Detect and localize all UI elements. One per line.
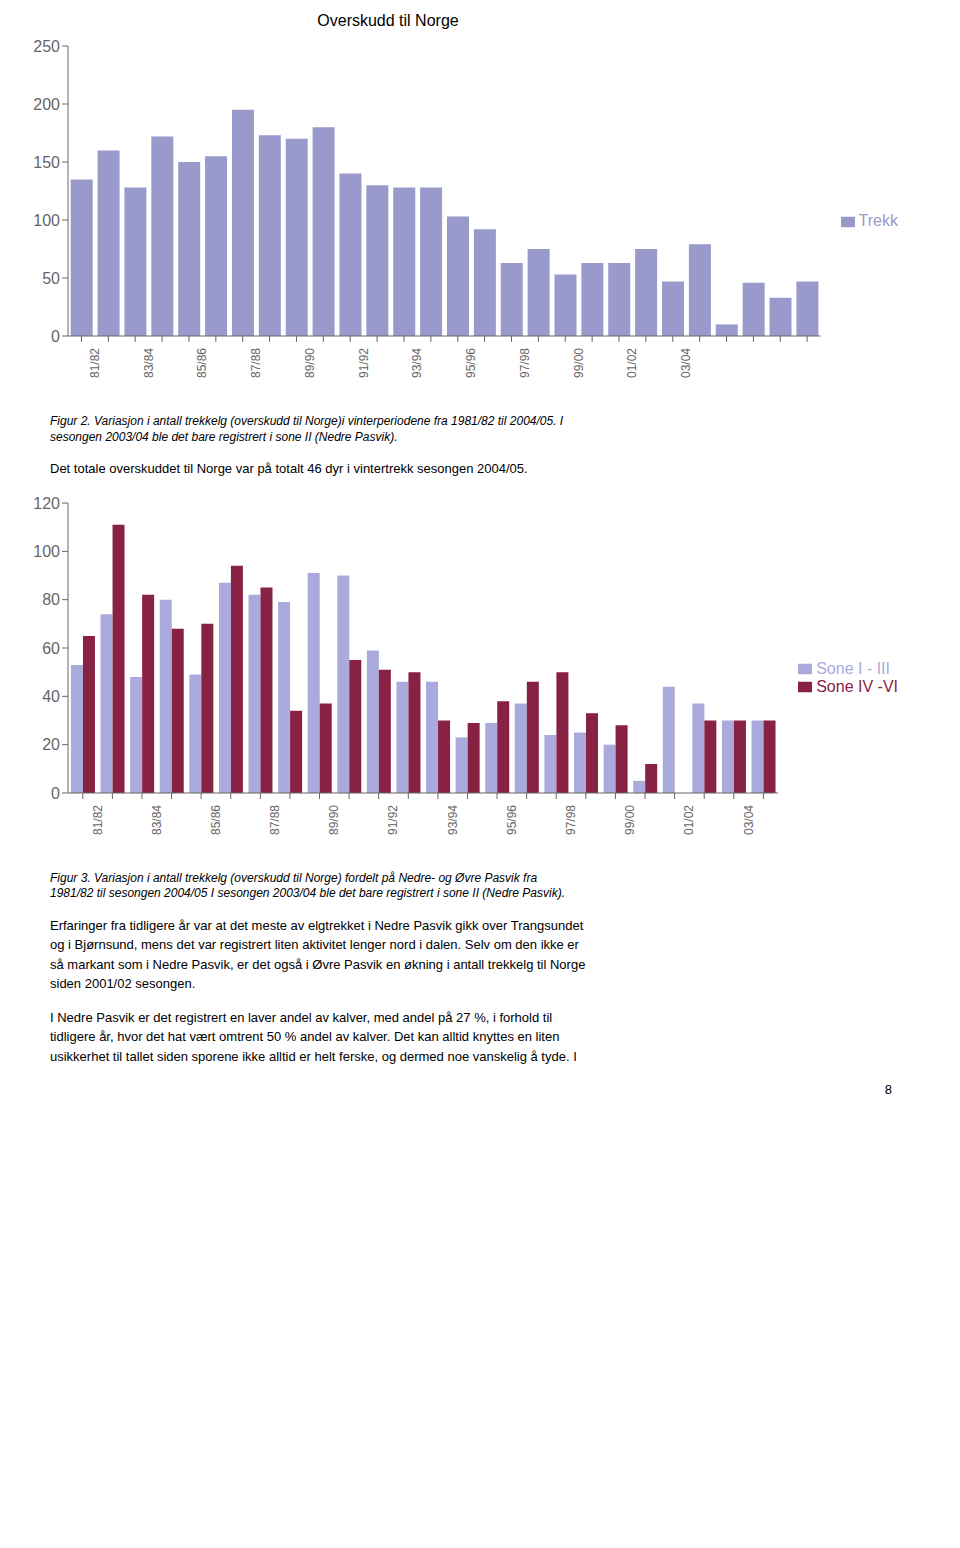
svg-text:100: 100	[33, 543, 60, 560]
svg-text:93/94: 93/94	[410, 348, 424, 378]
svg-text:87/88: 87/88	[249, 348, 263, 378]
html-text:Det totale overskuddet til Nor: Det totale overskuddet til Norge var på …	[50, 461, 528, 477]
svg-text:200: 200	[33, 96, 60, 113]
svg-text:0: 0	[51, 328, 60, 345]
svg-text:95/96: 95/96	[464, 348, 478, 378]
svg-text:40: 40	[42, 688, 60, 705]
svg-text:91/92: 91/92	[357, 348, 371, 378]
svg-text:250: 250	[33, 38, 60, 55]
html-text:Figur 2. Variasjon i antall tr: Figur 2. Variasjon i antall trekkelg (ov…	[50, 414, 564, 444]
svg-text:89/90: 89/90	[303, 348, 317, 378]
svg-text:100: 100	[33, 212, 60, 229]
svg-text:97/98: 97/98	[518, 348, 532, 378]
svg-text:60: 60	[42, 639, 60, 656]
svg-text:83/84: 83/84	[150, 804, 164, 834]
html-text:Erfaringer fra tidligere år va: Erfaringer fra tidligere år var at det m…	[50, 917, 586, 992]
svg-text:20: 20	[42, 736, 60, 753]
svg-text:03/04: 03/04	[742, 804, 756, 834]
html-text:Sone I - III: Sone I - III	[816, 659, 890, 677]
svg-text:89/90: 89/90	[327, 804, 341, 834]
html-text:Sone IV -VI: Sone IV -VI	[816, 677, 898, 695]
svg-text:99/00: 99/00	[623, 804, 637, 834]
svg-text:85/86: 85/86	[209, 804, 223, 834]
html-text:8: 8	[884, 1082, 892, 1098]
html-text:Figur 3. Variasjon i antall tr: Figur 3. Variasjon i antall trekkelg (ov…	[50, 870, 565, 901]
svg-text:50: 50	[42, 270, 60, 287]
svg-text:97/98: 97/98	[564, 804, 578, 834]
svg-text:01/02: 01/02	[625, 348, 639, 378]
html-text:I Nedre Pasvik er det registre: I Nedre Pasvik er det registrert en lave…	[50, 1009, 577, 1064]
html-text:Trekk: Trekk	[858, 212, 898, 229]
svg-text:150: 150	[33, 154, 60, 171]
svg-text:85/86: 85/86	[195, 348, 209, 378]
svg-text:93/94: 93/94	[446, 804, 460, 834]
svg-text:83/84: 83/84	[142, 348, 156, 378]
svg-text:0: 0	[51, 784, 60, 801]
svg-text:80: 80	[42, 591, 60, 608]
svg-text:87/88: 87/88	[268, 804, 282, 834]
svg-text:95/96: 95/96	[505, 804, 519, 834]
svg-text:81/82: 81/82	[91, 804, 105, 834]
html-text:Overskudd til Norge: Overskudd til Norge	[317, 12, 459, 29]
svg-text:01/02: 01/02	[682, 804, 696, 834]
svg-text:03/04: 03/04	[679, 348, 693, 378]
svg-text:81/82: 81/82	[88, 348, 102, 378]
svg-text:91/92: 91/92	[386, 804, 400, 834]
svg-text:99/00: 99/00	[572, 348, 586, 378]
svg-text:120: 120	[33, 494, 60, 511]
